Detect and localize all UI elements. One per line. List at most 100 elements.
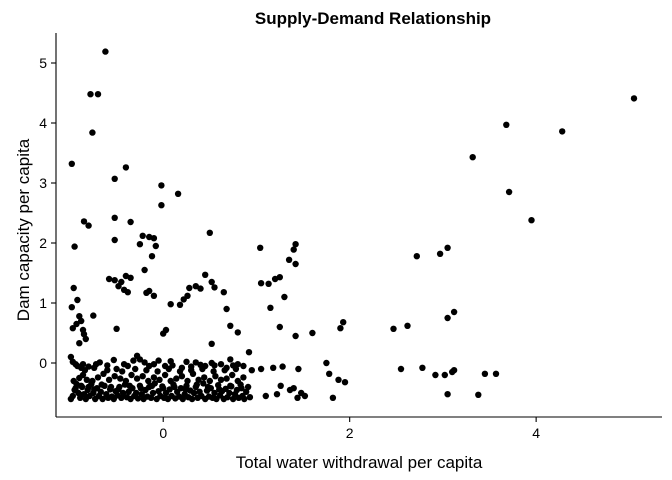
data-point: [503, 121, 510, 128]
data-point: [68, 304, 76, 311]
data-point: [124, 289, 131, 296]
data-point: [74, 296, 81, 304]
data-point: [234, 329, 241, 336]
data-point: [276, 323, 283, 331]
data-point: [270, 364, 277, 371]
data-point: [171, 383, 178, 391]
data-point: [118, 394, 125, 401]
data-point: [559, 128, 566, 135]
data-point: [285, 256, 293, 263]
data-point: [124, 362, 131, 370]
data-point: [292, 332, 299, 340]
data-point: [85, 363, 92, 370]
data-point: [404, 322, 411, 329]
data-point: [257, 244, 264, 251]
y-tick-label: 2: [39, 235, 47, 251]
data-point: [257, 365, 265, 373]
data-point: [295, 365, 302, 373]
data-point: [265, 280, 272, 287]
data-point: [241, 395, 248, 403]
data-point: [104, 362, 111, 369]
data-point: [481, 370, 489, 377]
data-point: [329, 394, 337, 401]
data-point: [229, 371, 236, 379]
data-point: [323, 359, 330, 367]
data-point: [150, 292, 158, 299]
data-point: [118, 278, 125, 286]
data-point: [85, 383, 92, 391]
data-point: [150, 374, 158, 381]
data-point: [195, 376, 202, 383]
data-point: [111, 214, 118, 221]
data-point: [85, 222, 92, 229]
data-point: [277, 382, 284, 389]
points-layer: [67, 48, 638, 403]
data-point: [444, 314, 451, 322]
data-point: [179, 395, 186, 403]
data-point: [248, 367, 255, 374]
data-point: [227, 356, 234, 363]
data-point: [281, 293, 288, 301]
data-point: [220, 289, 227, 296]
data-point: [232, 365, 240, 373]
data-point: [139, 232, 146, 239]
data-point: [147, 394, 155, 401]
data-point: [292, 260, 299, 268]
data-point: [160, 385, 167, 392]
data-point: [441, 371, 448, 379]
data-point: [76, 340, 83, 347]
data-point: [119, 389, 127, 397]
data-point: [173, 375, 180, 382]
y-tick-label: 5: [39, 55, 47, 71]
data-point: [210, 368, 217, 375]
data-point: [200, 380, 207, 387]
data-point: [78, 317, 85, 325]
data-point: [133, 375, 141, 382]
data-point: [273, 391, 281, 398]
data-point: [78, 382, 85, 389]
data-point: [104, 367, 111, 374]
data-point: [211, 389, 218, 397]
data-point: [202, 271, 209, 278]
x-tick-label: 2: [346, 425, 354, 441]
data-point: [211, 284, 218, 291]
data-point: [188, 367, 195, 374]
data-point: [96, 359, 104, 366]
data-point: [162, 326, 170, 334]
data-point: [444, 244, 451, 251]
data-point: [141, 266, 148, 274]
data-point: [155, 388, 162, 395]
data-point: [234, 361, 241, 368]
data-point: [246, 394, 254, 401]
data-point: [90, 312, 97, 319]
data-point: [113, 325, 120, 332]
data-point: [148, 253, 156, 260]
data-point: [337, 325, 344, 332]
data-point: [309, 329, 316, 337]
data-point: [143, 367, 150, 374]
data-point: [155, 357, 162, 364]
data-point: [212, 373, 219, 380]
data-point: [450, 308, 458, 316]
x-tick-label: 0: [159, 425, 167, 441]
data-point: [238, 385, 245, 392]
data-point: [192, 359, 199, 366]
data-point: [475, 391, 482, 398]
data-point: [193, 381, 200, 388]
data-point: [335, 376, 342, 383]
data-point: [223, 305, 230, 313]
data-point: [226, 389, 233, 397]
y-axis-ticks: 0 1 2 3 4 5: [39, 55, 56, 371]
data-point: [145, 377, 152, 385]
data-point: [91, 364, 98, 371]
data-point: [111, 277, 118, 284]
x-axis-title: Total water withdrawal per capita: [236, 453, 483, 472]
data-point: [190, 389, 198, 397]
data-point: [245, 349, 253, 356]
data-point: [136, 356, 144, 363]
data-point: [450, 367, 458, 374]
data-point: [204, 383, 212, 391]
data-point: [80, 331, 88, 338]
